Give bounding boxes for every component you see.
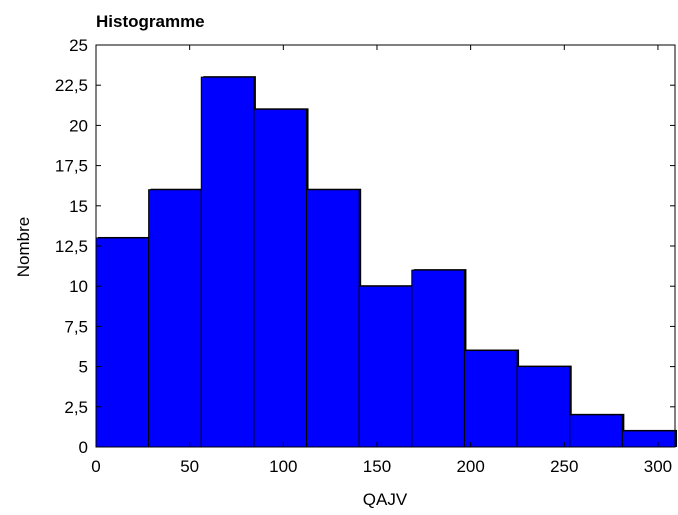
histogram-bar [306,189,360,448]
y-tick-label: 15 [69,197,88,216]
y-tick-label: 22,5 [55,76,88,95]
y-tick-label: 20 [69,116,88,135]
x-tick-label: 50 [180,457,199,476]
histogram-bar [463,350,518,448]
chart-title: Histogramme [96,12,205,31]
x-tick-label: 300 [644,457,672,476]
histogram-bar [621,430,676,448]
y-tick-label: 7,5 [64,317,88,336]
histogram-bar [569,414,623,448]
x-tick-label: 250 [550,457,578,476]
bars-group [95,76,677,448]
histogram-bar [516,366,571,448]
y-tick-label: 5 [79,358,88,377]
y-tick-label: 12,5 [55,237,88,256]
y-tick-label: 17,5 [55,157,88,176]
histogram-bar [253,108,308,448]
y-tick-label: 10 [69,277,88,296]
histogram-bar [95,237,150,448]
y-tick-label: 2,5 [64,398,88,417]
x-axis: 0 50 100 150 200 250 300 [91,45,672,476]
y-tick-label: 0 [79,438,88,457]
histogram-bar [200,76,255,448]
x-tick-label: 200 [456,457,484,476]
y-tick-label: 25 [69,36,88,55]
y-axis-label: Nombre [14,217,33,277]
y-axis: 0 2,5 5 7,5 10 12,5 15 17,5 20 22,5 25 [55,36,675,457]
histogram-bar [358,285,413,448]
x-axis-label: QAJV [363,490,408,509]
x-tick-label: 100 [269,457,297,476]
x-tick-label: 150 [363,457,391,476]
histogram-bar [148,189,202,448]
x-tick-label: 0 [91,457,100,476]
histogram-bar [411,269,465,448]
